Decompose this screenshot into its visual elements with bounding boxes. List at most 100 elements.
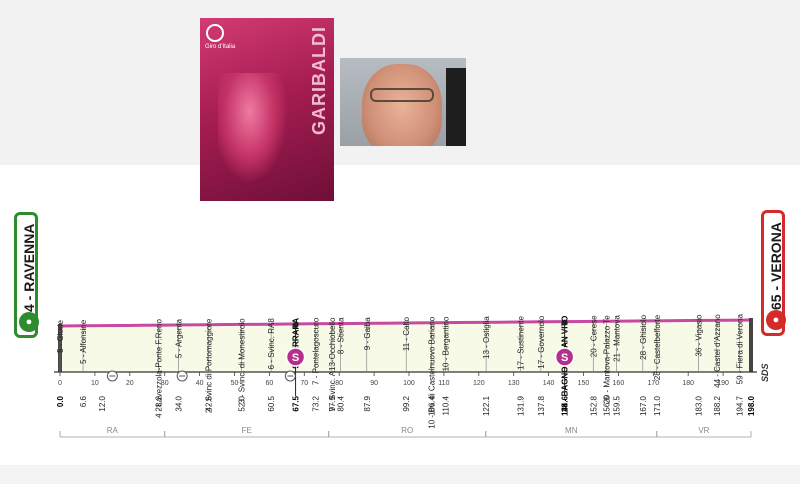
place-label: 6 - Svinc. RA8 xyxy=(267,318,276,370)
axis-tick-label: 50 xyxy=(231,380,239,387)
km-mark-label: 28.2 xyxy=(154,395,163,411)
place-label: 3 - Svinc. di Monestirolo xyxy=(238,318,247,404)
place-label: 11 - Calto xyxy=(402,316,411,351)
km-mark-label: 131.9 xyxy=(516,395,525,416)
axis-tick-label: 20 xyxy=(126,380,134,387)
profile-top-line xyxy=(59,318,753,328)
profile-right-edge xyxy=(749,318,753,372)
place-label: 8 - Stienta xyxy=(337,317,346,354)
sprint-point xyxy=(561,319,568,326)
axis-tick-label: 120 xyxy=(473,380,485,387)
km-mark-label: 144.6 xyxy=(561,395,570,416)
place-label: 21 - Mantova xyxy=(613,315,622,362)
km-mark-label: 67.5 xyxy=(292,395,301,411)
axis-tick-label: 90 xyxy=(370,380,378,387)
place-label: 28 - Castelbelforte xyxy=(653,314,662,380)
sprint-point xyxy=(292,321,299,328)
km-mark-label: 106.4 xyxy=(427,395,436,416)
place-label: 13 - Ostiglia xyxy=(482,316,491,359)
place-label: 5 - Glorie xyxy=(56,319,65,352)
km-mark-label: 110.4 xyxy=(441,395,450,415)
sprint-label: S xyxy=(292,352,299,364)
photo-background-dark xyxy=(446,68,466,146)
race-poster-image: Giro d'Italia GARIBALDI xyxy=(200,18,334,201)
place-label: 17 - Governolo xyxy=(537,315,546,368)
region-label: RO xyxy=(401,426,413,435)
portrait-photo xyxy=(340,58,466,146)
cycling-icon: ● xyxy=(766,310,786,330)
glasses-shape xyxy=(370,88,434,102)
region-label: VR xyxy=(698,426,709,435)
axis-tick-label: 160 xyxy=(613,380,625,387)
km-mark-label: 34.0 xyxy=(175,395,184,411)
place-label: 2 - Svinc di Portomaggiore xyxy=(205,318,214,413)
place-label: 9 - Gaiba xyxy=(363,317,372,350)
km-mark-label: 6.6 xyxy=(79,395,88,407)
axis-tick-label: 130 xyxy=(508,380,520,387)
place-label: 44 - Castel d'Azzano xyxy=(713,314,722,388)
sds-label: SDS xyxy=(760,363,770,382)
axis-tick-label: 170 xyxy=(647,380,659,387)
sprint-badge-icon xyxy=(285,347,306,367)
axis-tick-label: 40 xyxy=(196,380,204,387)
cycling-icon: ● xyxy=(19,312,39,332)
place-label: 17 - Sustinente xyxy=(516,315,525,369)
place-label: 9 - FERRARA xyxy=(292,318,301,369)
km-mark-label: 171.0 xyxy=(653,395,662,416)
finish-sign: 65 - VERONA ● xyxy=(761,210,786,336)
axis-tick-label: 100 xyxy=(403,380,415,387)
km-mark-label: 137.8 xyxy=(537,395,546,416)
face-shape xyxy=(362,64,442,146)
place-label: 10 - Bv. di Castelnuovo Bariano xyxy=(427,316,436,428)
km-mark-label: 73.2 xyxy=(312,395,321,411)
place-label: 20 - Cerese xyxy=(589,315,598,357)
place-label: 4 - Lavezzola-Ponte F.Reno xyxy=(154,319,163,418)
place-label: 59 - Fiera di Verona xyxy=(736,314,745,385)
axis-tick-label: 30 xyxy=(161,380,169,387)
km-mark-label: 167.0 xyxy=(639,395,648,416)
region-label: FE xyxy=(242,426,252,435)
place-label: 20 - Mantova-Palazzo Te xyxy=(603,315,612,404)
km-mark-label: 188.2 xyxy=(713,395,722,416)
place-label: 5 - Argenta xyxy=(175,318,184,358)
km-mark-label: 159.5 xyxy=(613,395,622,416)
axis-tick-label: 140 xyxy=(543,380,555,387)
km-mark-label: 87.9 xyxy=(363,395,372,411)
place-label: 7 - Pontelagoscuro xyxy=(312,317,321,385)
place-label: 28 - Ghisiolo xyxy=(639,314,648,359)
axis-tick-label: 10 xyxy=(91,380,99,387)
km-mark-label: 198.0 xyxy=(747,395,756,416)
km-mark-label: 194.7 xyxy=(736,395,745,416)
km-mark-label: 77.9 xyxy=(328,395,337,411)
km-mark-label: 0.0 xyxy=(56,395,65,407)
sprint-label: S xyxy=(561,352,568,364)
place-label: 10 - Bergantino xyxy=(441,316,450,371)
km-mark-label: 122.1 xyxy=(482,395,491,416)
km-mark-label: 156.6 xyxy=(603,395,612,416)
axis-tick-label: 150 xyxy=(578,380,590,387)
poster-title: Giro d'Italia xyxy=(205,44,236,50)
region-label: RA xyxy=(107,426,119,435)
axis-tick-label: 190 xyxy=(717,380,729,387)
region-label: MN xyxy=(565,426,578,435)
km-mark-label: 183.0 xyxy=(695,395,704,416)
axis-tick-label: 60 xyxy=(265,380,273,387)
km-mark-label: 12.0 xyxy=(98,395,107,411)
place-label: 5 - Alfonsine xyxy=(79,319,88,364)
poster-figure xyxy=(218,73,288,183)
start-sign: 4 - RAVENNA ● xyxy=(14,212,39,338)
axis-tick-label: 0 xyxy=(58,380,62,387)
axis-tick-label: 110 xyxy=(438,380,449,387)
axis-tick-label: 80 xyxy=(335,380,343,387)
km-mark-label: 152.8 xyxy=(589,395,598,416)
km-mark-label: 52.0 xyxy=(238,395,247,411)
km-mark-label: 80.4 xyxy=(337,395,346,411)
km-mark-label: 60.5 xyxy=(267,395,276,411)
km-mark-label: 42.6 xyxy=(205,395,214,411)
giro-logo-icon xyxy=(206,24,224,42)
sprint-badge-icon xyxy=(554,347,575,367)
km-mark-label: 99.2 xyxy=(402,395,411,411)
profile-band xyxy=(0,165,800,465)
